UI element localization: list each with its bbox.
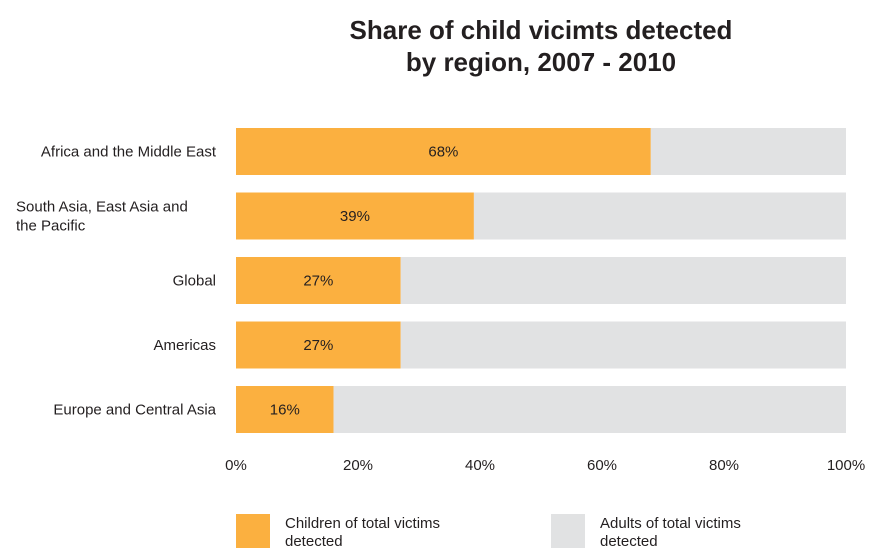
- x-tick-label-2: 40%: [465, 457, 495, 474]
- bar-children-1: [236, 192, 474, 240]
- chart-title: Share of child vicimts detected by regio…: [236, 14, 846, 78]
- category-label-4: Europe and Central Asia: [53, 402, 216, 419]
- bar-adults-4: [333, 386, 847, 433]
- bar-children-3: [236, 321, 401, 369]
- bar-children-4: [236, 386, 334, 433]
- bar-children-2: [236, 257, 401, 304]
- category-label-1: South Asia, East Asia and the Pacific: [16, 199, 188, 235]
- bar-adults-0: [650, 128, 846, 175]
- legend-label-0: Children of total victims detected: [285, 515, 440, 550]
- category-label-2: Global: [173, 273, 216, 290]
- data-label-1: 39%: [340, 208, 370, 225]
- bar-adults-2: [400, 257, 846, 304]
- legend-label-1: Adults of total victims detected: [600, 515, 741, 550]
- legend-swatch-0: [236, 514, 270, 548]
- data-label-4: 16%: [270, 402, 300, 419]
- data-label-0: 68%: [428, 144, 458, 161]
- x-tick-label-5: 100%: [827, 457, 865, 474]
- data-label-2: 27%: [303, 273, 333, 290]
- x-tick-label-4: 80%: [709, 457, 739, 474]
- bar-adults-1: [473, 192, 846, 240]
- chart-title-line-1: Share of child vicimts detected: [349, 15, 733, 45]
- legend-swatch-1: [551, 514, 585, 548]
- x-tick-label-1: 20%: [343, 457, 373, 474]
- category-label-3: Americas: [153, 337, 216, 354]
- x-tick-label-0: 0%: [225, 457, 247, 474]
- data-label-3: 27%: [303, 337, 333, 354]
- bar-children-0: [236, 128, 651, 175]
- bar-adults-3: [400, 321, 846, 369]
- chart-title-line-2: by region, 2007 - 2010: [405, 47, 677, 77]
- x-tick-label-3: 60%: [587, 457, 617, 474]
- category-label-0: Africa and the Middle East: [41, 144, 217, 161]
